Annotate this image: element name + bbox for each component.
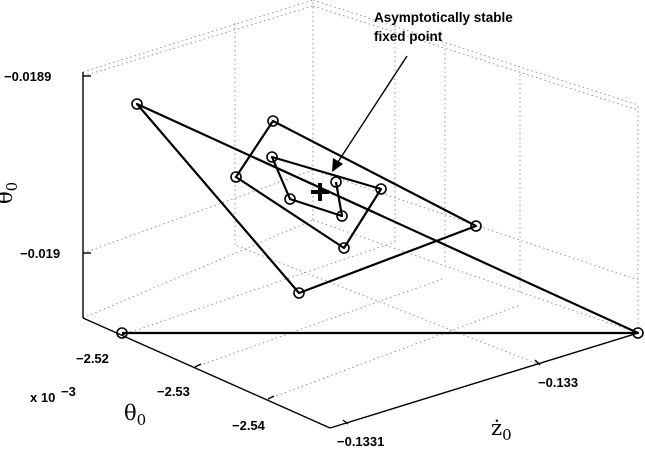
grid-line [312, 5, 639, 111]
iterate-marker [632, 327, 644, 339]
iterate-marker [330, 176, 342, 188]
y-tick-label: −0.1331 [337, 434, 384, 449]
iterate-marker [116, 327, 128, 339]
y-axis-label: ż0 [491, 416, 512, 444]
fixed-point-group [311, 183, 329, 201]
annotation-arrow [335, 55, 408, 166]
iterate-marker [375, 183, 387, 195]
grid-line [82, 0, 314, 73]
iterate-marker [336, 210, 348, 222]
grid-line [82, 169, 314, 254]
x-axis-tick [267, 395, 275, 400]
x-axis-tick [194, 363, 202, 368]
grid-line [121, 241, 396, 336]
iterate-marker [230, 171, 242, 183]
iterate-marker [267, 115, 279, 127]
y-tick-label: −0.133 [538, 375, 578, 390]
grid-line [194, 277, 446, 368]
annotation-text: fixed point [374, 29, 443, 44]
trajectory [122, 102, 640, 335]
x-tick-label: −2.52 [76, 351, 109, 366]
y-axis-tick [342, 419, 349, 425]
grid-line [267, 304, 521, 400]
x-axis-label: θ0 [124, 401, 146, 429]
iterate-marker [293, 287, 305, 299]
y-axis-tick [534, 359, 541, 366]
annotation: Asymptotically stable fixed point [332, 10, 513, 172]
x-tick-label: −2.54 [232, 418, 266, 433]
axis-labels: θ0 ż0 θ̇0 [0, 182, 512, 444]
z-axis-label: θ̇0 [0, 182, 21, 204]
annotation-arrowhead [332, 158, 343, 172]
grid-line [312, 0, 639, 106]
iterate-marker [284, 193, 296, 205]
annotation-text: Asymptotically stable [374, 10, 513, 25]
iterate-marker [131, 98, 143, 110]
iterate-marker [266, 151, 278, 163]
grid-line [82, 219, 314, 319]
tick-labels: −0.0189 −0.019 −2.52 −2.53 −2.54 −0.133 −0.133… [4, 69, 578, 449]
x-exponent-power: −3 [61, 384, 76, 399]
z-tick-label: −0.019 [20, 246, 60, 261]
grid-line [82, 5, 314, 77]
iterate-marker [470, 220, 482, 232]
grid-lines [82, 0, 639, 400]
grid-line [234, 244, 541, 366]
trajectory-line [122, 102, 640, 335]
x-axis-line [82, 317, 331, 429]
iterate-marker [338, 242, 350, 254]
x-tick-label: −2.53 [157, 384, 190, 399]
z-tick-label: −0.0189 [4, 69, 51, 84]
y-axis-line [329, 332, 639, 429]
x-exponent-label: x 10 [30, 390, 55, 405]
iterate-markers [116, 98, 644, 339]
grid-line [312, 219, 639, 334]
